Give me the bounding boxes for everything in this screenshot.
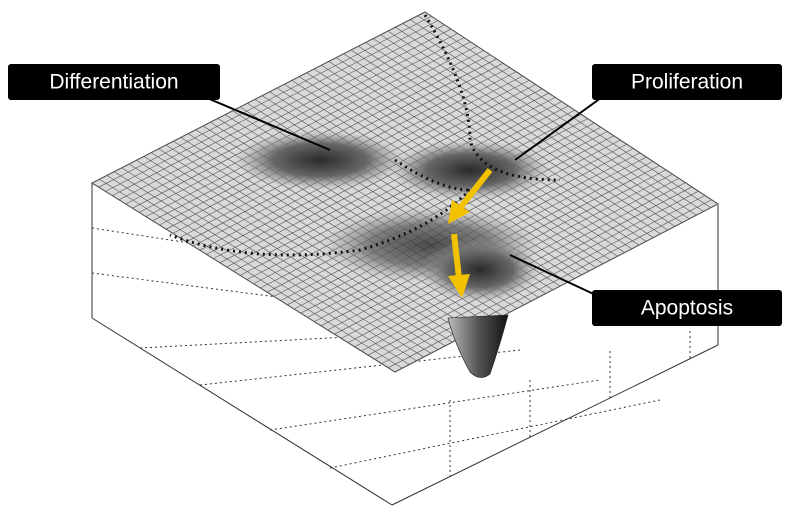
surface-mesh	[91, 11, 719, 373]
mesh-line	[381, 195, 706, 364]
apoptosis-funnel	[447, 314, 509, 378]
proliferation-well	[390, 140, 550, 200]
mesh-line	[417, 15, 711, 208]
mesh-line	[112, 24, 445, 196]
mesh-line	[158, 148, 460, 339]
mesh-line	[253, 114, 582, 285]
mesh-line	[125, 33, 458, 205]
mesh-line	[246, 109, 575, 280]
label-text: Differentiation	[49, 71, 178, 94]
mesh-line	[105, 20, 439, 192]
mesh-line	[165, 144, 467, 335]
mesh-line	[373, 38, 668, 231]
mesh-line	[233, 101, 562, 272]
trajectories	[169, 14, 561, 257]
mesh-line	[395, 26, 690, 220]
label-proliferation: Proliferation	[592, 64, 782, 100]
mesh-line	[91, 182, 396, 373]
leader-lines	[199, 94, 606, 298]
mesh-line	[410, 19, 704, 212]
label-apoptosis: Apoptosis	[592, 290, 782, 326]
label-box	[592, 290, 782, 326]
mesh-line	[358, 45, 654, 238]
label-text: Apoptosis	[641, 297, 733, 320]
mesh-line	[91, 11, 426, 184]
mesh-line	[151, 152, 453, 343]
mesh-line	[138, 41, 471, 213]
mesh-line	[121, 167, 424, 358]
mesh-line	[132, 37, 465, 209]
mesh-line	[118, 28, 452, 201]
mesh-line	[365, 42, 661, 235]
apoptosis-well	[420, 238, 540, 302]
arrows	[448, 168, 493, 298]
mesh-line	[387, 30, 683, 223]
mesh-line	[226, 97, 556, 268]
mesh-line	[114, 171, 417, 362]
label-differentiation: Differentiation	[8, 64, 220, 100]
label-box	[8, 64, 220, 100]
mesh-line	[106, 175, 410, 365]
mesh-line	[143, 156, 446, 347]
mesh-line	[99, 178, 403, 369]
mesh-line	[388, 199, 712, 369]
differentiation-well	[235, 130, 405, 190]
label-box	[592, 64, 782, 100]
mesh-line	[402, 23, 697, 216]
mesh-line	[128, 163, 432, 354]
mesh-line	[98, 15, 432, 188]
mesh-line	[394, 203, 719, 373]
mesh-line	[380, 34, 676, 227]
mesh-line	[424, 11, 719, 205]
mesh-line	[239, 105, 569, 276]
label-text: Proliferation	[631, 71, 743, 94]
